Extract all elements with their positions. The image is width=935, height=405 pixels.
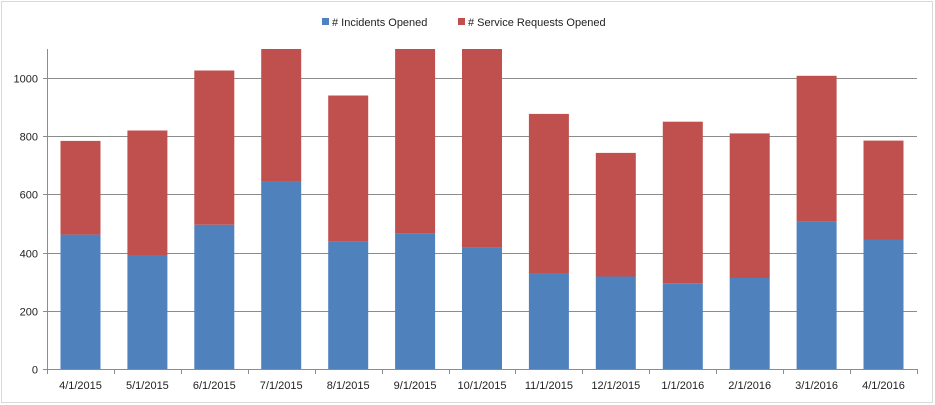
- bar-incidents: [595, 276, 636, 369]
- bar-service-requests: [395, 49, 436, 234]
- bar-incidents: [127, 255, 168, 369]
- bar-service-requests: [261, 49, 302, 182]
- x-tick-label: 4/1/2015: [59, 380, 102, 392]
- bar-incidents: [528, 273, 569, 369]
- x-tick-label: 4/1/2016: [862, 380, 905, 392]
- y-tick-label: 600: [20, 190, 38, 202]
- bar-service-requests: [595, 152, 636, 277]
- bar-incidents: [60, 234, 101, 369]
- bar-service-requests: [194, 70, 235, 225]
- y-tick-label: 0: [32, 365, 38, 377]
- bar-incidents: [662, 283, 703, 369]
- bar-incidents: [194, 224, 235, 369]
- x-axis-tick-labels: 4/1/2015 5/1/2015 6/1/2015 7/1/2015 8/1/2015…: [59, 380, 905, 392]
- bar-incidents: [796, 221, 837, 369]
- x-tick-label: 3/1/2016: [795, 380, 838, 392]
- legend-label: # Incidents Opened: [332, 17, 427, 29]
- y-axis-tick-labels: 0 200 400 600 800 1000: [14, 74, 38, 377]
- bar-incidents: [863, 239, 904, 369]
- bar-incidents: [328, 241, 369, 369]
- bar-service-requests: [127, 130, 168, 255]
- bar-incidents: [395, 233, 436, 369]
- x-tick-label: 7/1/2015: [260, 380, 303, 392]
- x-tick-label: 8/1/2015: [327, 380, 370, 392]
- bars: [60, 49, 904, 369]
- y-tick-label: 400: [20, 249, 38, 261]
- bar-service-requests: [729, 133, 770, 278]
- x-tick-label: 2/1/2016: [728, 380, 771, 392]
- legend-swatch: [322, 18, 329, 25]
- bar-service-requests: [528, 113, 569, 274]
- x-tick-label: 12/1/2015: [591, 380, 640, 392]
- x-tick-label: 9/1/2015: [394, 380, 437, 392]
- x-tick-label: 1/1/2016: [661, 380, 704, 392]
- bar-service-requests: [863, 140, 904, 240]
- bar-service-requests: [60, 140, 101, 235]
- x-tick-label: 10/1/2015: [458, 380, 507, 392]
- bar-service-requests: [796, 75, 837, 222]
- bar-incidents: [729, 277, 770, 369]
- y-tick-label: 800: [20, 132, 38, 144]
- bar-service-requests: [662, 121, 703, 284]
- legend-item: # Incidents Opened: [322, 17, 427, 29]
- bar-service-requests: [328, 95, 369, 242]
- x-tick-label: 6/1/2015: [193, 380, 236, 392]
- y-tick-label: 200: [20, 307, 38, 319]
- x-tick-label: 11/1/2015: [525, 380, 573, 392]
- y-tick-label: 1000: [14, 74, 38, 86]
- legend-swatch: [458, 18, 465, 25]
- legend-item: # Service Requests Opened: [458, 17, 606, 29]
- bar-incidents: [261, 181, 302, 369]
- legend-label: # Service Requests Opened: [468, 17, 606, 29]
- x-tick-label: 5/1/2015: [126, 380, 169, 392]
- axes: [43, 49, 918, 374]
- bar-incidents: [462, 247, 502, 369]
- bar-service-requests: [462, 49, 502, 248]
- legend: # Incidents Opened # Service Requests Ope…: [322, 17, 606, 29]
